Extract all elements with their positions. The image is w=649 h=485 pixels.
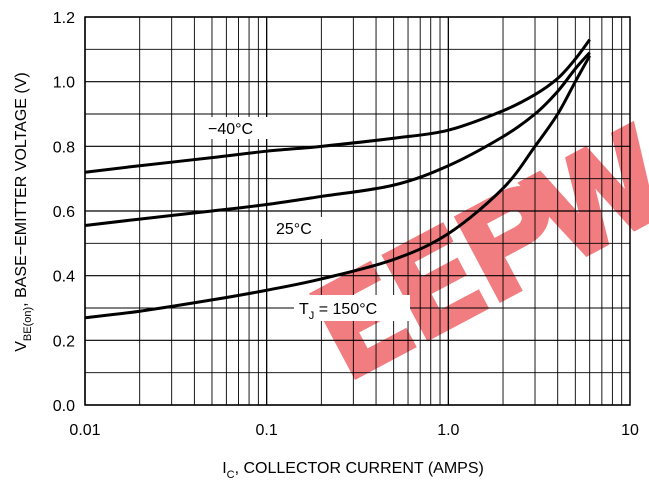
x-tick-label: 0.1: [256, 422, 278, 439]
y-tick-label: 0.4: [53, 269, 75, 286]
x-axis-title: IC, COLLECTOR CURRENT (AMPS): [222, 460, 484, 481]
x-tick-label: 1.0: [437, 422, 459, 439]
y-tick-label: 0.6: [53, 204, 75, 221]
plot-frame: [84, 16, 631, 406]
curve-25c: [84, 51, 591, 228]
grid: [84, 16, 630, 406]
label-25c: 25°C: [276, 221, 312, 238]
y-tick-label: 0.0: [53, 398, 75, 415]
y-tick-label: 1.2: [53, 10, 75, 27]
y-axis-title: VBE(on), BASE−EMITTER VOLTAGE (V): [13, 72, 34, 351]
y-tick-labels: 0.0 0.2 0.4 0.6 0.8 1.0 1.2: [53, 10, 75, 415]
x-tick-labels: 0.01 0.1 1.0 10: [69, 422, 639, 439]
y-tick-label: 0.8: [53, 139, 75, 156]
curves: [84, 38, 592, 320]
y-tick-label: 0.2: [53, 333, 75, 350]
x-tick-label: 10: [621, 422, 639, 439]
curve-150c: [84, 55, 592, 320]
y-tick-label: 1.0: [53, 75, 75, 92]
watermark-logo: [308, 120, 649, 380]
label-minus40: −40°C: [208, 121, 253, 138]
curve-minus40c: [84, 38, 591, 174]
x-tick-label: 0.01: [69, 422, 100, 439]
label-150c: TJ = 150°C: [299, 301, 377, 322]
